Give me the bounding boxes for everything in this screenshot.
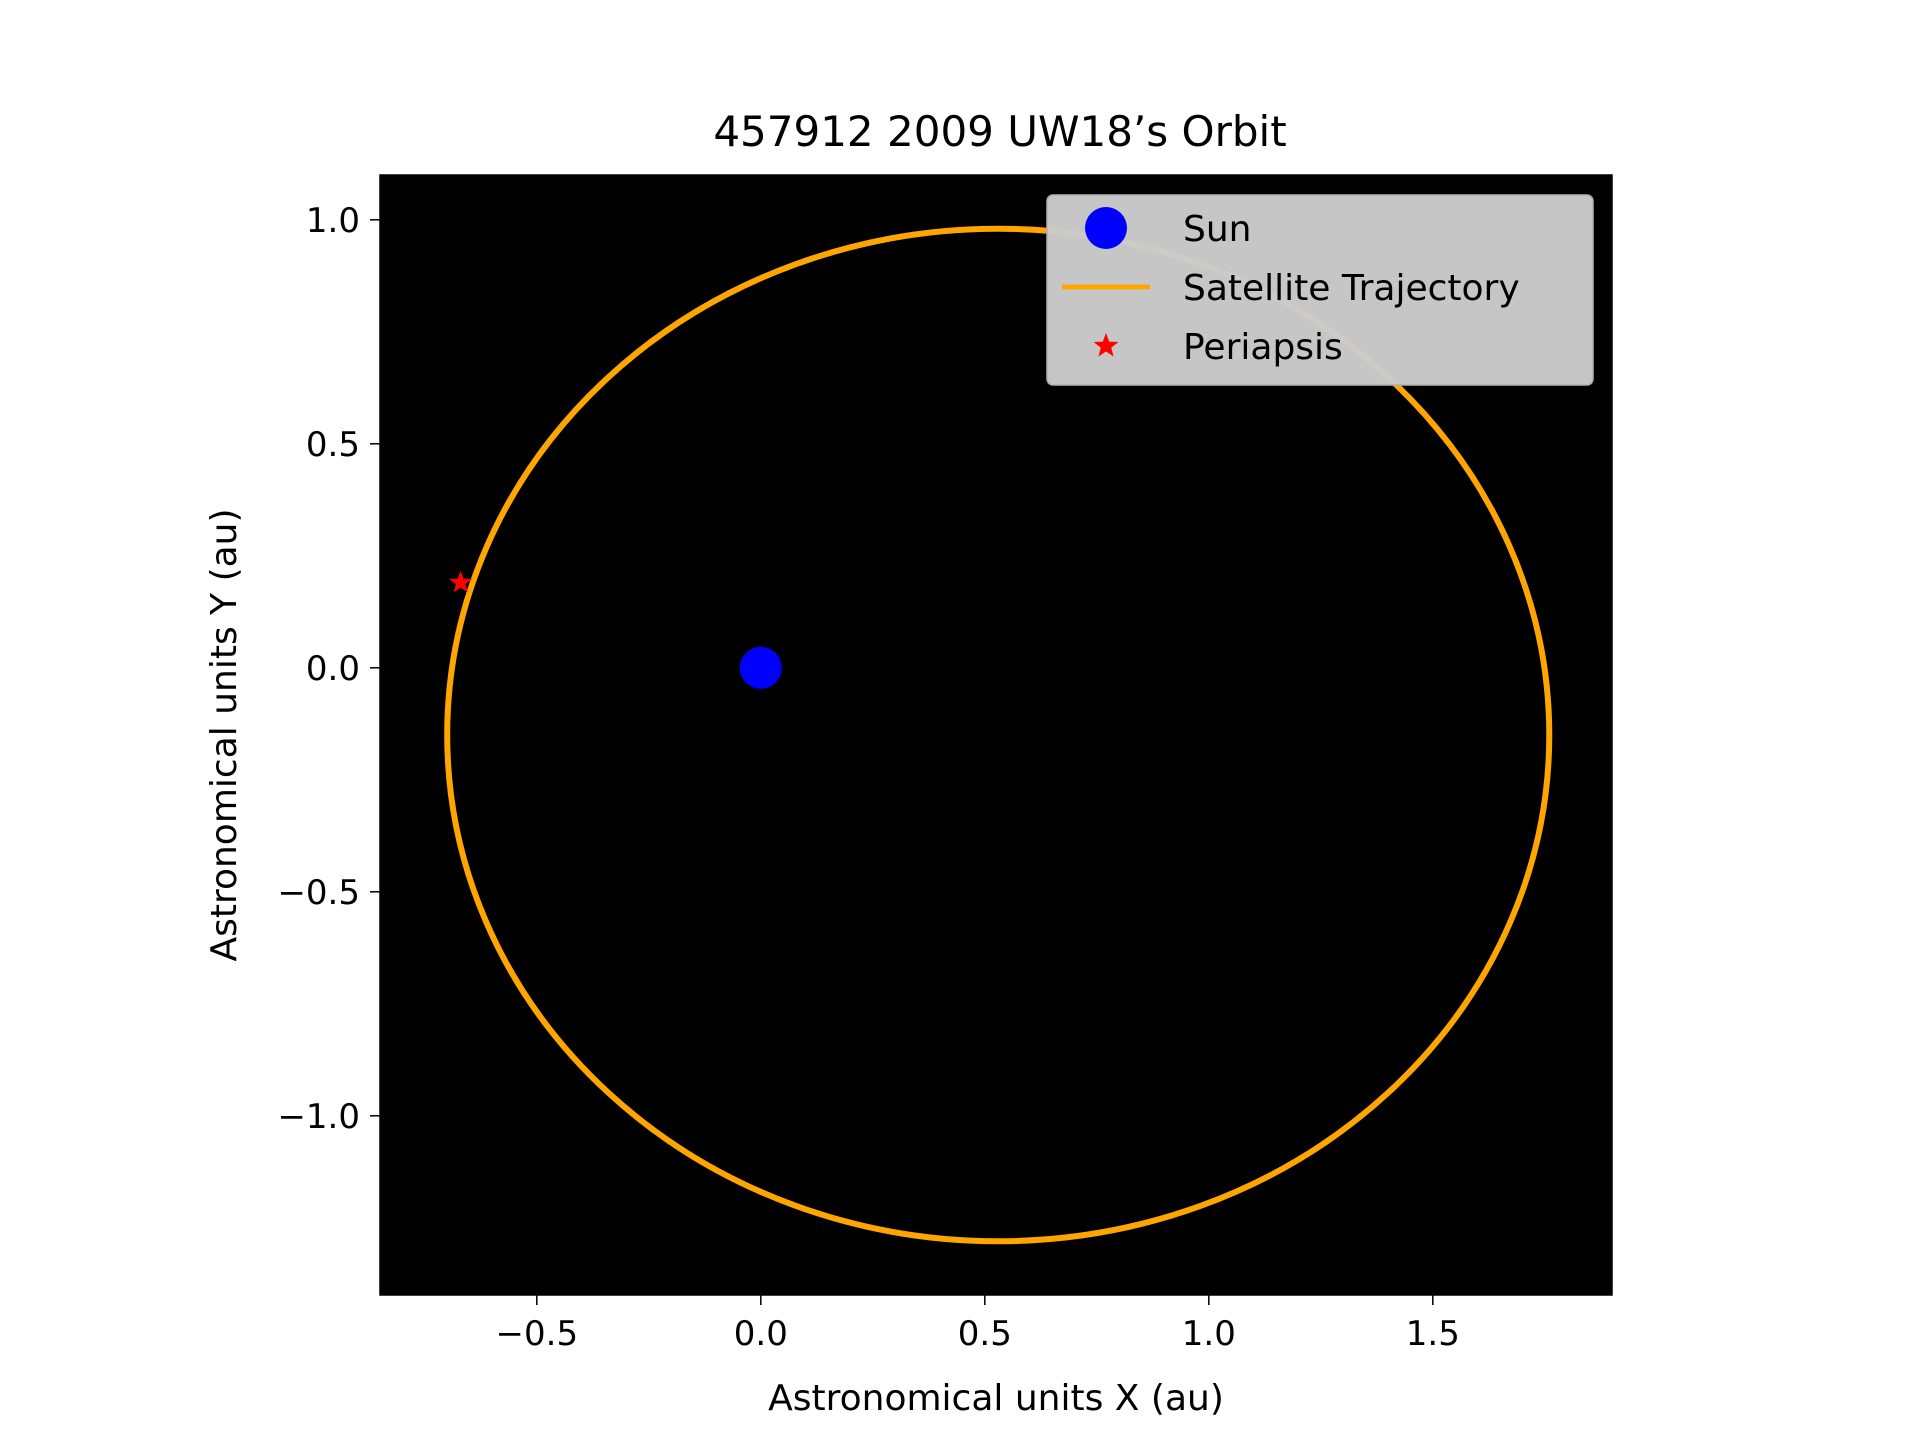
legend-label-sun: Sun [1183,209,1251,250]
y-tick-label: 0.0 [306,649,360,689]
y-axis: 1.0 0.5 0.0 −0.5 −1.0 [277,201,380,1137]
y-tick-label: −0.5 [277,873,360,913]
periapsis-marker [449,570,473,593]
y-tick-label: 0.5 [306,425,360,465]
sun-marker [739,646,782,689]
x-tick-label: 1.0 [1182,1314,1236,1354]
legend-box [1046,194,1594,386]
legend: Sun Satellite Trajectory Periapsis [1046,194,1594,386]
x-tick-label: −0.5 [496,1314,579,1354]
x-tick-label: 1.5 [1406,1314,1460,1354]
x-tick-label: 0.0 [734,1314,788,1354]
trajectory-line [444,225,1553,1245]
series-layer [444,225,1553,1245]
x-tick-label: 0.5 [958,1314,1012,1354]
chart-title: 457912 2009 UW18’s Orbit [713,107,1286,156]
plot-frame [379,174,1613,1296]
y-tick-label: 1.0 [306,201,360,241]
legend-label-trajectory: Satellite Trajectory [1183,268,1520,309]
y-tick-label: −1.0 [277,1097,360,1137]
x-axis: −0.5 0.0 0.5 1.0 1.5 [496,1295,1460,1354]
legend-label-periapsis: Periapsis [1183,327,1343,368]
legend-periapsis-marker [1093,333,1119,357]
x-axis-label: Astronomical units X (au) [768,1378,1224,1419]
legend-sun-marker [1085,207,1127,249]
y-axis-label: Astronomical units Y (au) [204,508,245,961]
